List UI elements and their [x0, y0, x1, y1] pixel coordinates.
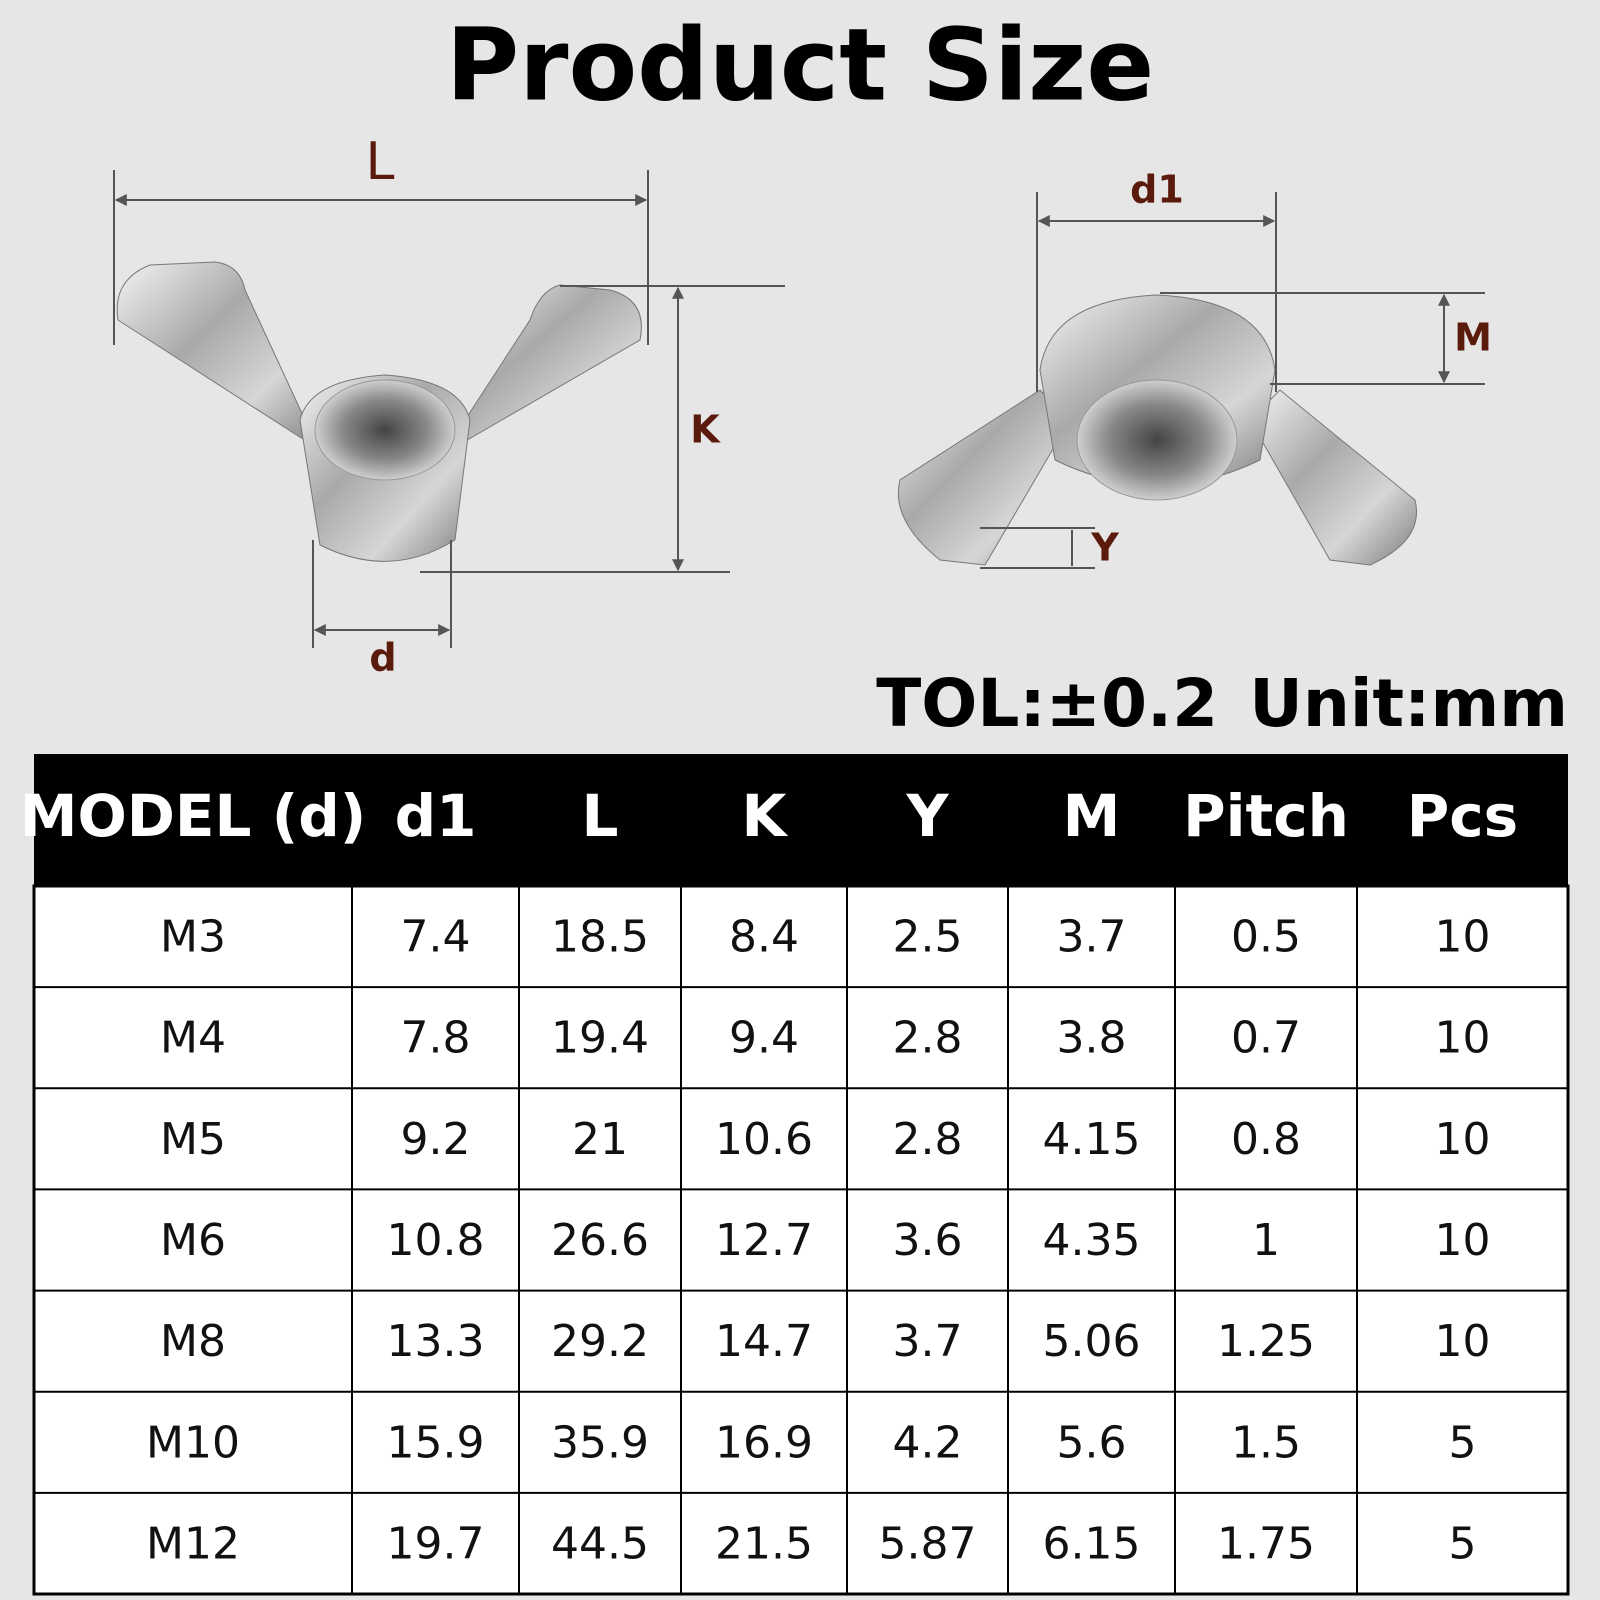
cell: 2.8: [893, 1114, 963, 1165]
cell: 1: [1252, 1215, 1280, 1266]
cell: 12.7: [715, 1215, 813, 1266]
cell: M6: [160, 1215, 226, 1266]
cell: 7.4: [401, 912, 471, 963]
cell: M8: [160, 1316, 226, 1367]
cell: 18.5: [551, 912, 649, 963]
cell: 2.8: [893, 1013, 963, 1064]
header-cell: K: [742, 782, 789, 850]
wing-nut-front: [116, 261, 642, 562]
cell: 9.4: [729, 1013, 799, 1064]
unit: Unit:mm: [1249, 665, 1568, 742]
cell: 3.6: [893, 1215, 963, 1266]
cell: 19.7: [387, 1518, 485, 1569]
cell: 10: [1435, 1114, 1491, 1165]
cell: 3.8: [1057, 1013, 1127, 1064]
header-cell: M: [1063, 782, 1121, 850]
cell: 19.4: [551, 1013, 649, 1064]
cell: M3: [160, 912, 226, 963]
header-cell: Pitch: [1183, 782, 1349, 850]
cell: 2.5: [893, 912, 963, 963]
cell: 10: [1435, 1316, 1491, 1367]
cell: 10: [1435, 912, 1491, 963]
cell: 15.9: [387, 1417, 485, 1468]
label-y: Y: [1090, 526, 1119, 570]
label-l: L: [366, 132, 395, 192]
cell: 3.7: [893, 1316, 963, 1367]
cell: 14.7: [715, 1316, 813, 1367]
label-m: M: [1454, 316, 1492, 360]
title: Product Size: [446, 6, 1154, 123]
cell: 21.5: [715, 1518, 813, 1569]
label-k: K: [690, 408, 721, 452]
header-cell: L: [582, 782, 619, 850]
cell: 4.2: [893, 1417, 963, 1468]
cell: 5.87: [879, 1518, 977, 1569]
cell: 3.7: [1057, 912, 1127, 963]
label-d: d: [369, 636, 396, 680]
cell: 0.7: [1231, 1013, 1301, 1064]
header-cell: d1: [395, 782, 477, 850]
cell: 4.35: [1043, 1215, 1141, 1266]
cell: 10.8: [387, 1215, 485, 1266]
cell: 4.15: [1043, 1114, 1141, 1165]
cell: 5: [1449, 1417, 1477, 1468]
dimension-lines: [113, 170, 1485, 648]
cell: 29.2: [551, 1316, 649, 1367]
cell: 10.6: [715, 1114, 813, 1165]
tolerance: TOL:±0.2: [876, 665, 1218, 742]
table-body-bg: [32, 884, 1570, 1596]
cell: 1.25: [1217, 1316, 1315, 1367]
wing-nut-side: [897, 294, 1417, 566]
cell: 6.15: [1043, 1518, 1141, 1569]
cell: M4: [160, 1013, 226, 1064]
cell: M5: [160, 1114, 226, 1165]
cell: 5.6: [1057, 1417, 1127, 1468]
cell: 0.8: [1231, 1114, 1301, 1165]
label-d1: d1: [1130, 168, 1184, 212]
cell: 44.5: [551, 1518, 649, 1569]
cell: 21: [572, 1114, 628, 1165]
cell: M10: [146, 1417, 240, 1468]
cell: 35.9: [551, 1417, 649, 1468]
cell: 13.3: [387, 1316, 485, 1367]
spec-table: MODEL (d) d1 L K Y M Pitch Pcs M3 7.4 18.5 8.4 2.5 3.…: [20, 754, 1570, 1596]
cell: 7.8: [401, 1013, 471, 1064]
cell: 5.06: [1043, 1316, 1141, 1367]
header-cell: Y: [906, 782, 950, 850]
cell: 16.9: [715, 1417, 813, 1468]
header-cell: Pcs: [1407, 782, 1518, 850]
cell: 26.6: [551, 1215, 649, 1266]
cell: 10: [1435, 1013, 1491, 1064]
cell: 9.2: [401, 1114, 471, 1165]
table-header-bg: [34, 754, 1568, 886]
cell: 10: [1435, 1215, 1491, 1266]
header-cell: MODEL (d): [20, 782, 366, 850]
cell: 5: [1449, 1518, 1477, 1569]
cell: 8.4: [729, 912, 799, 963]
cell: 0.5: [1231, 912, 1301, 963]
cell: 1.5: [1231, 1417, 1301, 1468]
cell: 1.75: [1217, 1518, 1315, 1569]
cell: M12: [146, 1518, 240, 1569]
